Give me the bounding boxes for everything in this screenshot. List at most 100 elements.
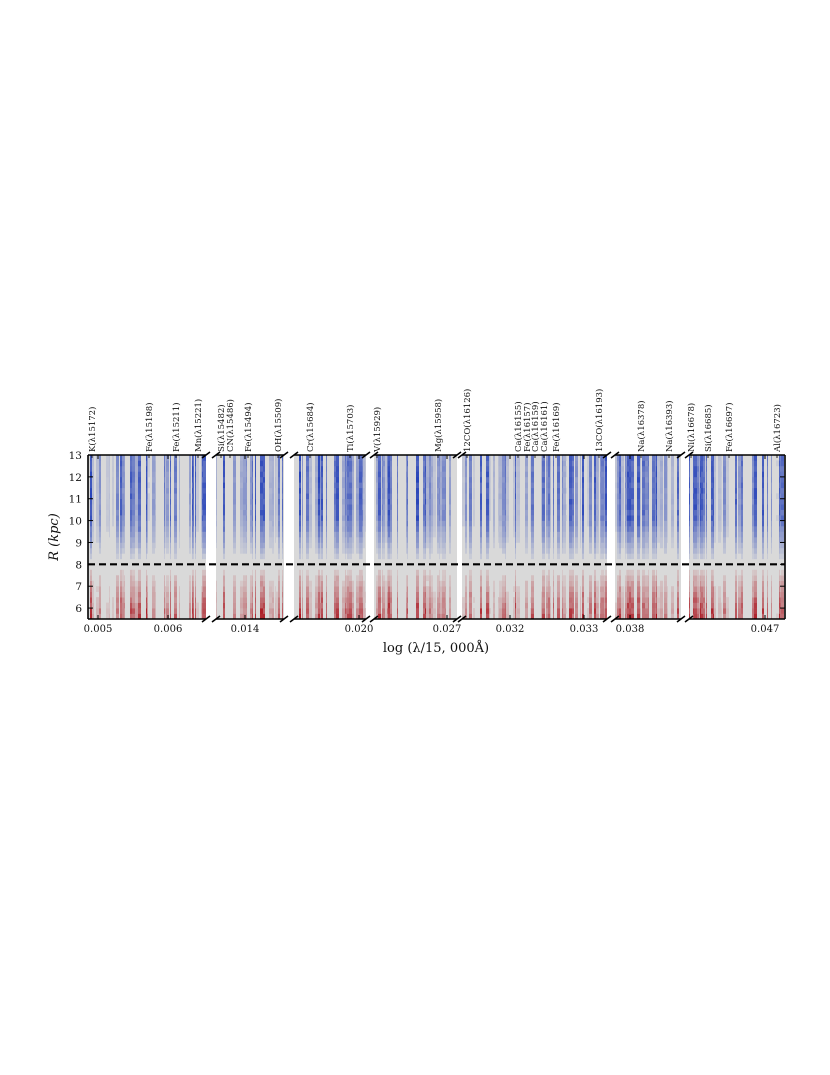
heatmap-cell [505,542,506,549]
heatmap-cell [689,471,690,478]
heatmap-cell [541,487,542,494]
heatmap-cell [738,613,741,619]
heatmap-cell [726,455,729,461]
heatmap-cell [752,569,754,576]
heatmap-cell [382,504,383,510]
heatmap-cell [705,608,706,614]
heatmap-cell [627,613,629,619]
heatmap-cell [390,526,392,532]
heatmap-cell [233,608,236,614]
heatmap-cell [342,515,345,521]
heatmap-cell [493,520,495,527]
heatmap-cell [640,591,641,598]
heatmap-cell [90,455,92,461]
heatmap-cell [306,471,309,478]
heatmap-cell [580,476,581,483]
heatmap-cell [449,504,451,510]
heatmap-cell [617,498,619,505]
heatmap-cell [718,608,721,614]
heatmap-cell [726,515,729,521]
heatmap-cell [735,471,737,478]
heatmap-cell [255,547,256,554]
heatmap-cell [541,455,542,461]
heatmap-cell [431,608,433,614]
heatmap-cell [697,575,699,582]
heatmap-cell [278,455,280,461]
heatmap-cell [580,520,581,527]
heatmap-cell [703,542,705,549]
heatmap-cell [165,482,166,489]
heatmap-cell [416,531,419,538]
heatmap-cell [426,465,429,472]
heatmap-cell [423,553,425,560]
heatmap-cell [170,487,171,494]
heatmap-cell [124,575,125,582]
heatmap-cell [648,471,649,478]
heatmap-cell [493,608,495,614]
heatmap-cell [336,613,339,619]
heatmap-cell [406,613,407,619]
heatmap-cell [550,591,551,598]
heatmap-cell [233,504,236,510]
heatmap-cell [655,586,656,592]
heatmap-cell [660,580,663,587]
heatmap-cell [486,460,489,467]
heatmap-cell [515,509,516,516]
heatmap-cell [580,542,581,549]
heatmap-cell [442,526,445,532]
heatmap-cell [306,476,309,483]
heatmap-cell [423,526,425,532]
heatmap-cell [92,526,94,532]
heatmap-cell [469,465,472,472]
heatmap-cell [656,487,657,494]
heatmap-cell [309,608,312,614]
heatmap-cell [625,465,626,472]
heatmap-cell [189,504,191,510]
heatmap-cell [407,580,408,587]
heatmap-cell [657,509,660,516]
heatmap-cell [703,498,705,505]
heatmap-cell [582,487,584,494]
heatmap-cell [349,608,352,614]
heatmap-cell [383,597,385,603]
heatmap-cell [541,471,542,478]
heatmap-cell [189,586,191,592]
heatmap-cell [152,613,155,619]
heatmap-cell [255,526,256,532]
heatmap-cell [605,608,607,614]
heatmap-cell [250,487,252,494]
heatmap-cell [116,515,119,521]
heatmap-cell [525,597,528,603]
heatmap-cell [575,602,578,609]
heatmap-cell [130,460,132,467]
heatmap-cell [278,504,280,510]
heatmap-cell [594,498,596,505]
heatmap-cell [263,504,265,510]
heatmap-cell [762,537,764,543]
heatmap-cell [741,586,743,592]
heatmap-cell [738,455,741,461]
heatmap-cell [442,553,445,560]
heatmap-cell [655,487,656,494]
heatmap-cell [701,542,703,549]
heatmap-cell [694,580,697,587]
heatmap-cell [431,455,433,461]
heatmap-cell [664,542,667,549]
heatmap-cell [106,487,109,494]
heatmap-cell [437,575,439,582]
heatmap-cell [390,531,392,538]
heatmap-cell [170,608,171,614]
heatmap-cell [148,465,150,472]
heatmap-cell [260,509,263,516]
heatmap-cell [385,520,387,527]
heatmap-cell [711,498,713,505]
heatmap-cell [605,498,607,505]
heatmap-cell [383,509,385,516]
heatmap-cell [260,460,263,467]
heatmap-cell [170,575,171,582]
heatmap-cell [359,526,362,532]
heatmap-cell [429,460,431,467]
heatmap-cell [598,537,599,543]
heatmap-cell [202,586,203,592]
